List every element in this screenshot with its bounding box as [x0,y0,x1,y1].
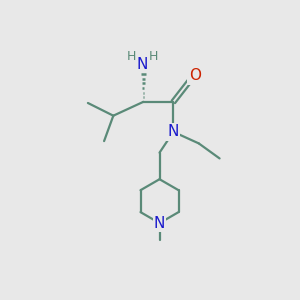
Text: N: N [154,216,165,231]
Text: H: H [127,50,136,63]
Text: O: O [189,68,201,83]
Text: N: N [168,124,179,140]
Text: H: H [148,50,158,63]
Text: N: N [136,57,148,72]
